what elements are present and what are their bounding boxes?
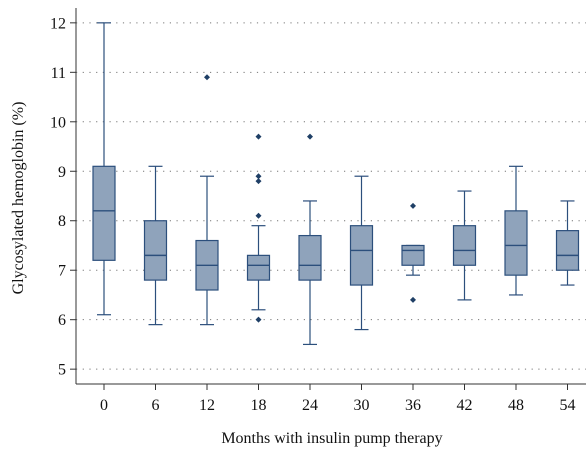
- x-tick-label-30: 30: [354, 397, 370, 414]
- y-tick-label-6: 6: [58, 312, 66, 329]
- box-iqr-54: [555, 230, 580, 271]
- x-tick-label-54: 54: [560, 397, 576, 414]
- gridlines: [76, 22, 586, 370]
- box-30: [349, 175, 374, 331]
- box-18: [246, 133, 271, 323]
- y-tick-label-5: 5: [58, 362, 66, 379]
- x-tick-label-24: 24: [302, 397, 318, 414]
- box-42: [452, 190, 477, 301]
- box-iqr-36: [401, 244, 425, 266]
- box-iqr-48: [504, 210, 528, 276]
- x-axis-title: Months with insulin pump therapy: [221, 430, 442, 447]
- outlier-18-3: [255, 212, 262, 219]
- outlier-18-0: [255, 133, 262, 140]
- y-tick-label-8: 8: [58, 213, 66, 230]
- y-tick-label-10: 10: [50, 114, 66, 131]
- x-tick-label-48: 48: [508, 397, 524, 414]
- box-iqr-0: [92, 165, 116, 261]
- x-tick-label-6: 6: [152, 397, 160, 414]
- x-tick-label-18: 18: [251, 397, 267, 414]
- y-tick-label-7: 7: [58, 263, 66, 280]
- box-iqr-30: [349, 225, 374, 286]
- box-12: [195, 74, 219, 326]
- box-54: [555, 200, 580, 286]
- box-0: [92, 22, 116, 316]
- outlier-24-0: [307, 133, 313, 140]
- x-tick-label-12: 12: [199, 397, 215, 414]
- y-tick-label-11: 11: [51, 65, 66, 82]
- axes: [75, 8, 586, 385]
- outlier-36-1: [410, 296, 416, 303]
- x-tick-label-36: 36: [405, 397, 421, 414]
- ticks: 5 6 7 8 9 10 11 12 0 6 12 18 24 30 36 42 48 54: [50, 15, 576, 414]
- outlier-12-0: [204, 74, 210, 81]
- box-6: [143, 165, 168, 326]
- x-tick-label-42: 42: [457, 397, 473, 414]
- outlier-18-4: [255, 316, 262, 323]
- box-24: [298, 133, 322, 346]
- box-iqr-42: [452, 225, 477, 266]
- x-tick-label-0: 0: [100, 397, 108, 414]
- outlier-18-1: [255, 173, 262, 180]
- y-tick-label-12: 12: [50, 15, 66, 32]
- box-iqr-6: [143, 220, 168, 281]
- box-36: [401, 202, 425, 303]
- box-iqr-18: [246, 254, 271, 281]
- outlier-18-2: [255, 178, 262, 185]
- box-iqr-24: [298, 234, 322, 281]
- y-axis-title: Glycosylated hemoglobin (%): [10, 102, 27, 295]
- y-tick-label-9: 9: [58, 164, 66, 181]
- box-48: [504, 165, 528, 296]
- outlier-36-0: [410, 202, 416, 209]
- boxes-layer: [92, 22, 580, 346]
